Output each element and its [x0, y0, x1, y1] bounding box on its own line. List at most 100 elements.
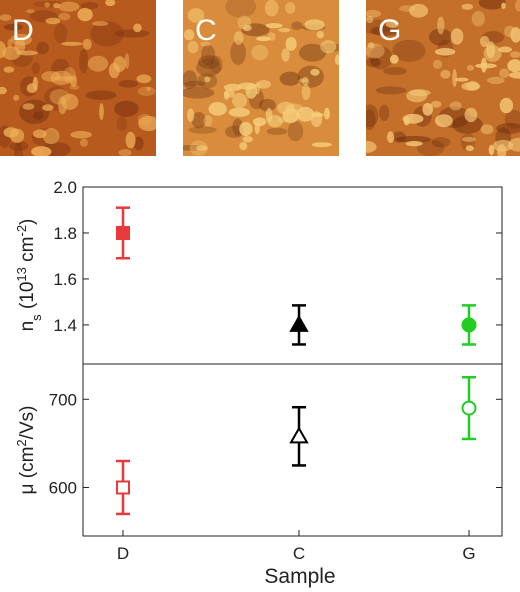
- afm-grain: [264, 0, 279, 17]
- afm-grain: [2, 46, 21, 60]
- afm-grain: [53, 3, 60, 9]
- afm-grain: [232, 93, 248, 109]
- y-tick-label: 700: [49, 390, 77, 409]
- y-tick-label: 1.8: [53, 224, 77, 243]
- afm-grain: [69, 85, 80, 90]
- afm-grain: [233, 31, 244, 45]
- afm-grain: [22, 103, 35, 110]
- afm-grain: [366, 140, 377, 153]
- afm-grain: [278, 28, 291, 33]
- afm-shadow: [79, 48, 89, 74]
- mobility-panel: 600 700 D C G μ (cm2/Vs) Sample: [14, 363, 503, 588]
- afm-shadow: [379, 104, 390, 121]
- afm-shadow: [31, 62, 40, 75]
- afm-grain: [437, 16, 445, 35]
- afm-grain: [510, 27, 520, 43]
- afm-grain: [61, 41, 83, 46]
- afm-image-c: C: [183, 0, 339, 156]
- afm-grain: [304, 19, 325, 31]
- afm-grain: [16, 50, 38, 56]
- afm-grain: [242, 24, 252, 32]
- afm-grain: [82, 38, 92, 50]
- afm-grain: [146, 86, 152, 92]
- afm-grain: [26, 9, 35, 14]
- afm-grain: [200, 41, 211, 47]
- afm-grain: [58, 1, 80, 12]
- afm-grain: [265, 108, 273, 123]
- afm-grain: [267, 32, 276, 41]
- afm-grain: [254, 122, 260, 135]
- series-top: [116, 206, 477, 346]
- afm-grain: [187, 8, 205, 23]
- afm-shadow: [258, 98, 276, 112]
- afm-shadow: [392, 39, 426, 62]
- afm-shadow: [33, 111, 44, 120]
- afm-grain: [452, 69, 457, 87]
- afm-grain: [432, 59, 443, 69]
- afm-grain: [113, 56, 126, 72]
- afm-grain: [461, 3, 474, 10]
- afm-grain: [504, 25, 516, 38]
- afm-grain: [58, 12, 71, 21]
- afm-grain: [310, 68, 320, 76]
- afm-grain: [324, 107, 330, 120]
- plot-frame-top: [82, 186, 503, 365]
- afm-grain: [265, 23, 283, 29]
- afm-shadow: [366, 57, 382, 68]
- afm-shadow: [85, 90, 117, 100]
- afm-grain: [334, 54, 339, 65]
- afm-grain: [0, 14, 12, 21]
- afm-shadow: [366, 104, 379, 128]
- y-tick-label: 600: [49, 478, 77, 497]
- y-axis-label-top: ns (1013 cm-2): [14, 219, 44, 332]
- afm-grain: [245, 83, 258, 99]
- afm-shadow: [287, 121, 304, 142]
- afm-grain: [187, 108, 195, 122]
- afm-grain: [320, 40, 337, 54]
- plot-frame-bottom: [82, 363, 503, 537]
- afm-grain: [311, 112, 324, 117]
- afm-grain: [124, 53, 130, 69]
- afm-grain: [514, 0, 520, 12]
- afm-texture: [0, 0, 156, 156]
- afm-grain: [465, 145, 474, 152]
- afm-label: C: [195, 14, 217, 47]
- afm-shadow: [114, 29, 150, 38]
- afm-shadow: [80, 2, 99, 10]
- afm-shadow: [133, 136, 144, 151]
- afm-grain: [498, 46, 512, 53]
- x-tick-label: G: [462, 544, 475, 563]
- afm-image-d: D: [0, 0, 156, 156]
- afm-grain: [430, 100, 442, 108]
- afm-shadow: [9, 141, 29, 151]
- afm-shadow: [114, 100, 139, 117]
- afm-grain: [50, 70, 72, 86]
- afm-grain: [251, 44, 269, 61]
- afm-grain: [58, 96, 67, 115]
- afm-grain: [137, 86, 156, 97]
- afm-grain: [44, 2, 50, 8]
- afm-grain: [497, 144, 507, 156]
- afm-shadow: [366, 109, 376, 131]
- y-tick-label: 2.0: [53, 178, 77, 197]
- afm-grain: [208, 102, 227, 116]
- afm-grain: [28, 26, 33, 35]
- afm-grain: [487, 76, 505, 85]
- afm-label: D: [12, 14, 34, 47]
- afm-shadow: [201, 44, 216, 66]
- afm-shadow: [478, 0, 506, 10]
- afm-grain: [256, 80, 271, 89]
- circle-marker: [461, 400, 477, 416]
- afm-grain: [385, 19, 399, 29]
- afm-shadow: [54, 23, 68, 44]
- afm-shadow: [370, 57, 379, 66]
- afm-background: [0, 0, 156, 156]
- afm-grain: [435, 114, 453, 128]
- afm-image-g: G: [366, 0, 520, 156]
- series-bottom: [116, 375, 477, 516]
- square-marker: [116, 480, 130, 495]
- afm-grain: [42, 104, 54, 111]
- afm-shadow: [279, 71, 301, 86]
- afm-texture: [183, 0, 339, 156]
